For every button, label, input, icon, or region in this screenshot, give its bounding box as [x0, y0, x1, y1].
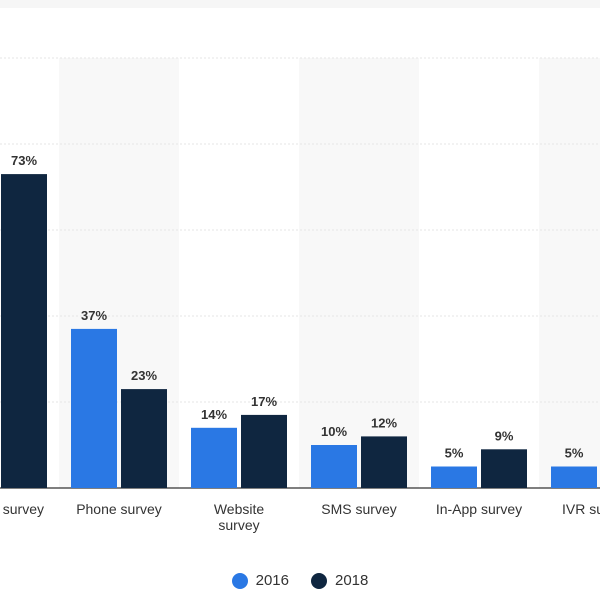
bar-2016[interactable] [311, 445, 357, 488]
bar-2018[interactable] [1, 174, 47, 488]
bar-value-label: 12% [371, 415, 397, 430]
bar-value-label: 5% [445, 446, 464, 461]
bar-2018[interactable] [121, 389, 167, 488]
bar-value-label: 23% [131, 368, 157, 383]
category-band [299, 58, 419, 488]
bar-value-label: 10% [321, 424, 347, 439]
category-label: Website [214, 501, 265, 517]
bar-2018[interactable] [361, 436, 407, 488]
bar-value-label: 73% [11, 153, 37, 168]
bar-2016[interactable] [191, 427, 237, 488]
legend-dot-2016 [231, 572, 248, 589]
category-label: survey [3, 501, 44, 517]
bar-2018[interactable] [481, 449, 527, 488]
bar-chart: 73% survey 37% 23% Phone survey 14% 17% Website… [0, 57, 600, 533]
bar-2016[interactable] [71, 328, 117, 488]
top-bar [0, 0, 600, 8]
bar-value-label: 5% [565, 446, 584, 461]
bar-value-label: 17% [251, 394, 277, 409]
bar-value-label: 9% [495, 428, 514, 443]
category-label: SMS survey [321, 501, 396, 517]
bar-2016[interactable] [431, 466, 477, 489]
bar-value-label: 37% [81, 308, 107, 323]
category-label: In-App survey [436, 501, 522, 517]
bar-2016[interactable] [551, 466, 597, 489]
category-band [539, 58, 600, 488]
category-label: Phone survey [76, 501, 162, 517]
category-label: IVR su [562, 501, 600, 517]
bar-value-label: 14% [201, 407, 227, 422]
legend-item-2018[interactable]: 2018 [311, 572, 368, 589]
legend-label-2016: 2016 [255, 572, 289, 589]
category-label: survey [218, 517, 259, 533]
legend-item-2016[interactable]: 2016 [231, 572, 289, 589]
legend: 2016 2018 [0, 572, 600, 589]
legend-dot-2018 [311, 572, 327, 589]
legend-label-2018: 2018 [335, 572, 369, 589]
bar-2018[interactable] [241, 414, 287, 488]
